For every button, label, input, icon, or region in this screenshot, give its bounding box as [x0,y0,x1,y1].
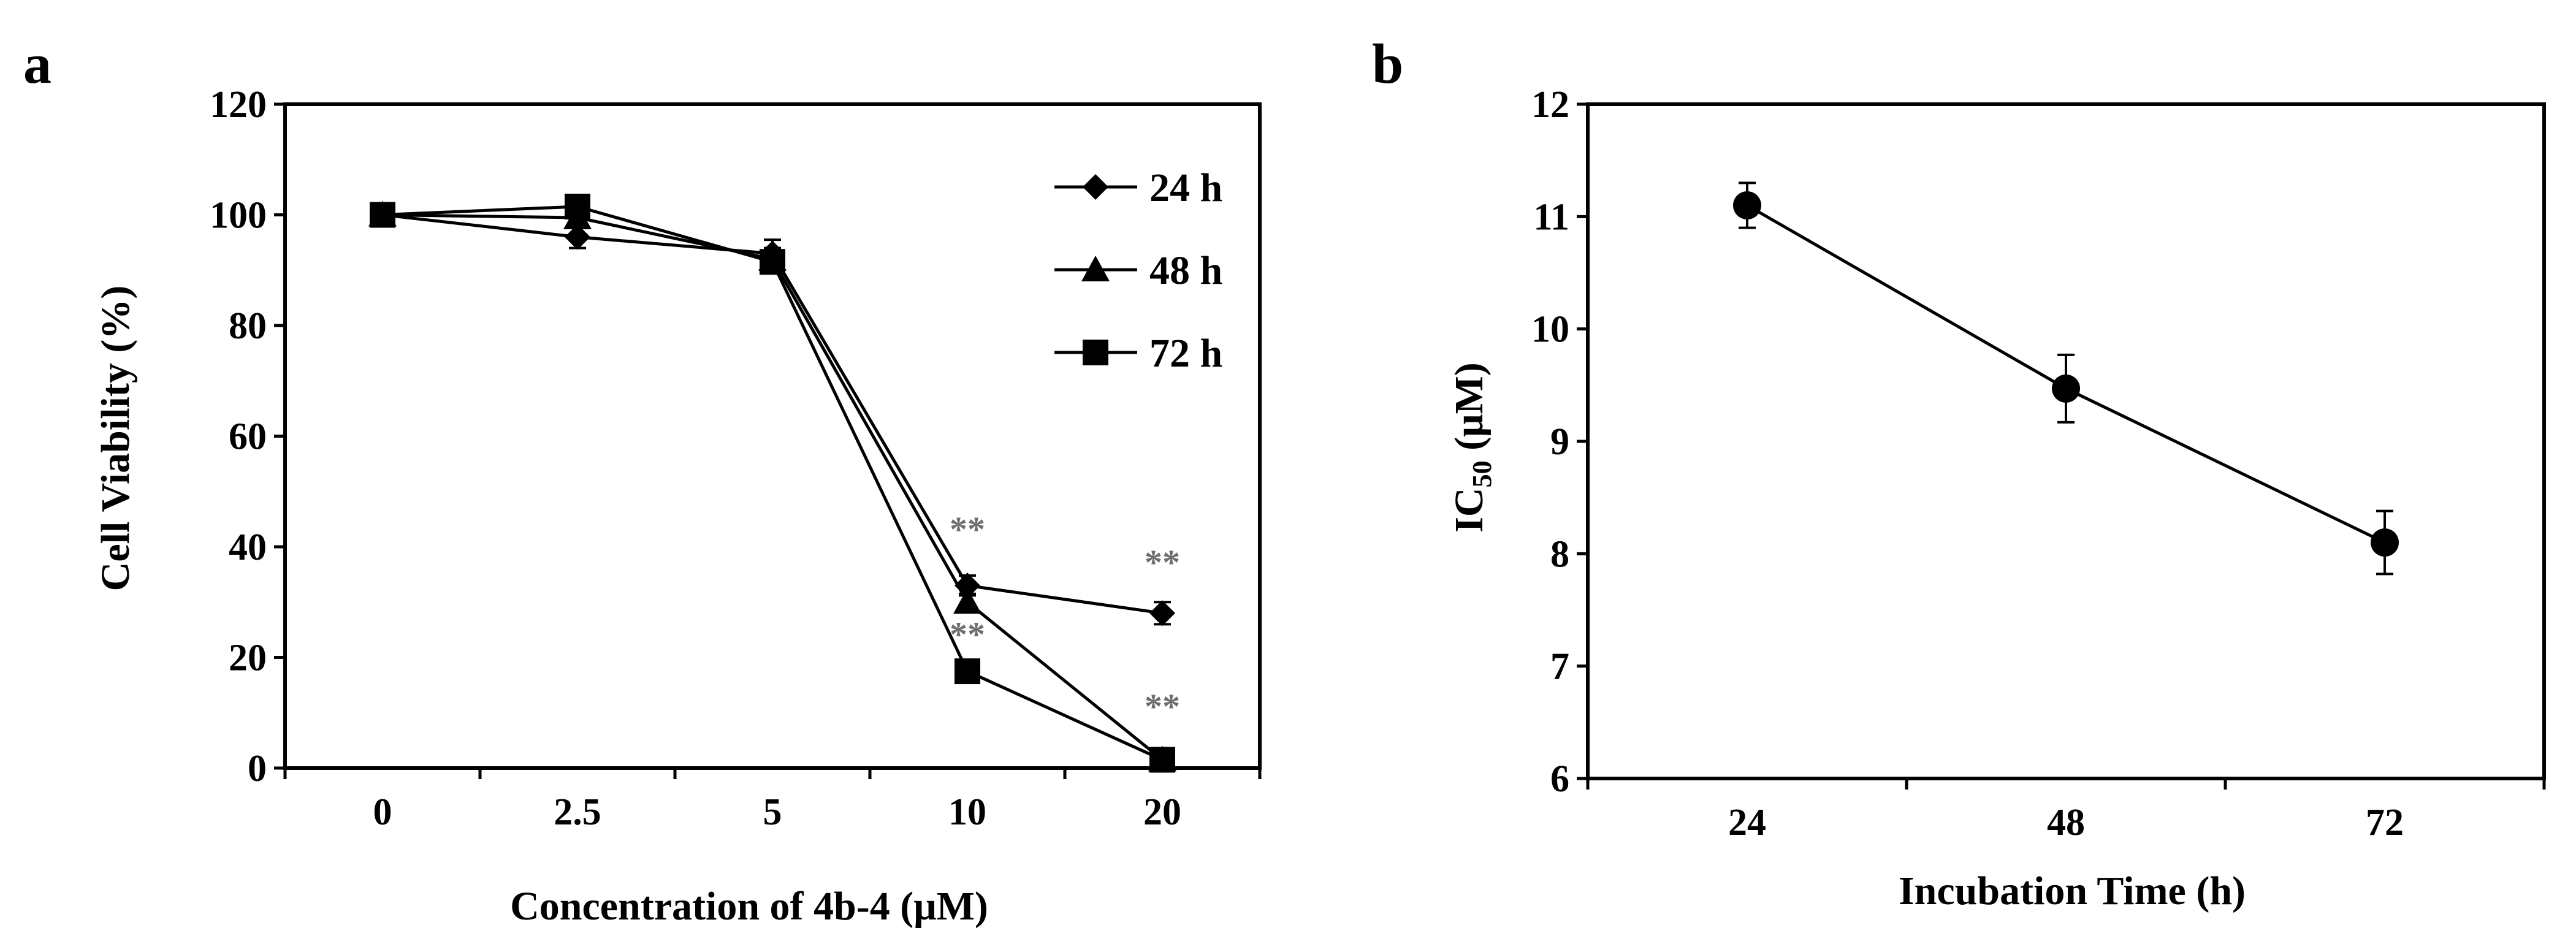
panel-a-data-point [955,658,980,685]
panel-b-data-point [2371,528,2399,557]
panel-b-data-point [2052,374,2080,403]
panel-a-data-point [565,224,590,250]
panel-a-y-tick-label: 20 [229,638,267,679]
panel-a-legend-item: 72 h [1054,331,1222,376]
panel-a-significance-mark: ** [950,614,985,654]
panel-b-x-tick-label: 48 [2047,802,2085,843]
panel-a-legend-label: 48 h [1149,248,1222,293]
panel-a-series-line [382,205,1164,761]
panel-a-data-point [565,193,590,219]
panel-a-x-tick-label: 10 [948,791,986,833]
panel-a-legend-item: 48 h [1054,248,1222,293]
panel-b-y-tick-label: 10 [1531,309,1569,351]
panel-b-y-tick-label: 9 [1550,421,1569,463]
panel-b-chart: 6 7 8 9 10 11 12 24 48 72 [1531,84,2546,843]
panel-a-legend-marker [1081,256,1110,281]
panel-b-y-axis-title-main: IC [1447,487,1492,532]
panel-b-y-tick-label: 7 [1550,646,1569,688]
panel-a-y-tick-label: 40 [229,527,267,568]
panel-a-data-point [760,249,785,275]
panel-a-series-72-h [370,193,1175,773]
panel-a-y-tick-label: 0 [248,748,267,790]
panel-a-legend-label: 24 h [1149,166,1222,210]
panel-a-significance-mark: ** [1145,687,1180,726]
panel-a-data-point [953,588,981,614]
panel-b-y-tick-label: 12 [1531,84,1569,126]
panel-a-data-point [1149,747,1175,773]
panel-a-legend-marker [1083,340,1108,365]
panel-b-y-axis-title: IC50 (μM) [1447,362,1497,533]
panel-b-y-axis-title-unit: (μM) [1447,362,1492,460]
panel-b-y-tick-label: 11 [1533,196,1569,238]
panel-a-data-point [370,202,395,228]
panel-a-y-axis-title: Cell Viability (%) [93,286,138,592]
panel-label-a: a [23,32,51,95]
panel-a-y-tick-label: 80 [229,305,267,347]
panel-a-x-axis-title: Concentration of 4b-4 (μM) [510,884,988,929]
panel-a-legend-label: 72 h [1149,331,1222,376]
panel-a-y-tick-label: 60 [229,416,267,458]
panel-a-significance-mark: ** [950,509,985,549]
panel-b-x-tick-label: 72 [2366,802,2404,843]
panel-a-plot-area [283,102,1262,770]
panel-b-y-tick-label: 8 [1550,533,1569,575]
panel-a-chart: 0 20 40 60 80 100 120 0 2.5 5 10 20 ** ** ** ** 24 h 48 h… [210,84,1262,833]
panel-a-y-tick-label: 120 [210,84,267,126]
panel-a-x-tick-label: 5 [763,791,782,833]
panel-a-y-tick-label: 100 [210,195,267,237]
panel-label-b: b [1372,32,1403,95]
panel-b-plot-area [1586,102,2546,780]
panel-a-series-line [382,213,1164,761]
panel-b-series-ic50 [1733,181,2399,576]
panel-a-x-tick-label: 2.5 [554,791,601,833]
panel-b-x-axis-title: Incubation Time (h) [1899,869,2246,913]
panel-a-legend-marker [1083,174,1108,200]
panel-a-legend-item: 24 h [1054,166,1222,210]
panel-b-x-tick-label: 24 [1728,802,1766,843]
panel-b-y-axis-title-subscript: 50 [1467,460,1497,487]
panel-a-significance-mark: ** [1145,542,1180,582]
panel-a-x-tick-label: 20 [1143,791,1181,833]
panel-a-series-48-h [368,200,1176,772]
panel-a-x-tick-label: 0 [373,791,392,833]
panel-b-y-tick-label: 6 [1550,758,1569,800]
panel-a-legend: 24 h 48 h 72 h [1054,166,1222,376]
panel-a-data-point [1149,600,1175,626]
panel-b-data-point [1733,191,1761,219]
